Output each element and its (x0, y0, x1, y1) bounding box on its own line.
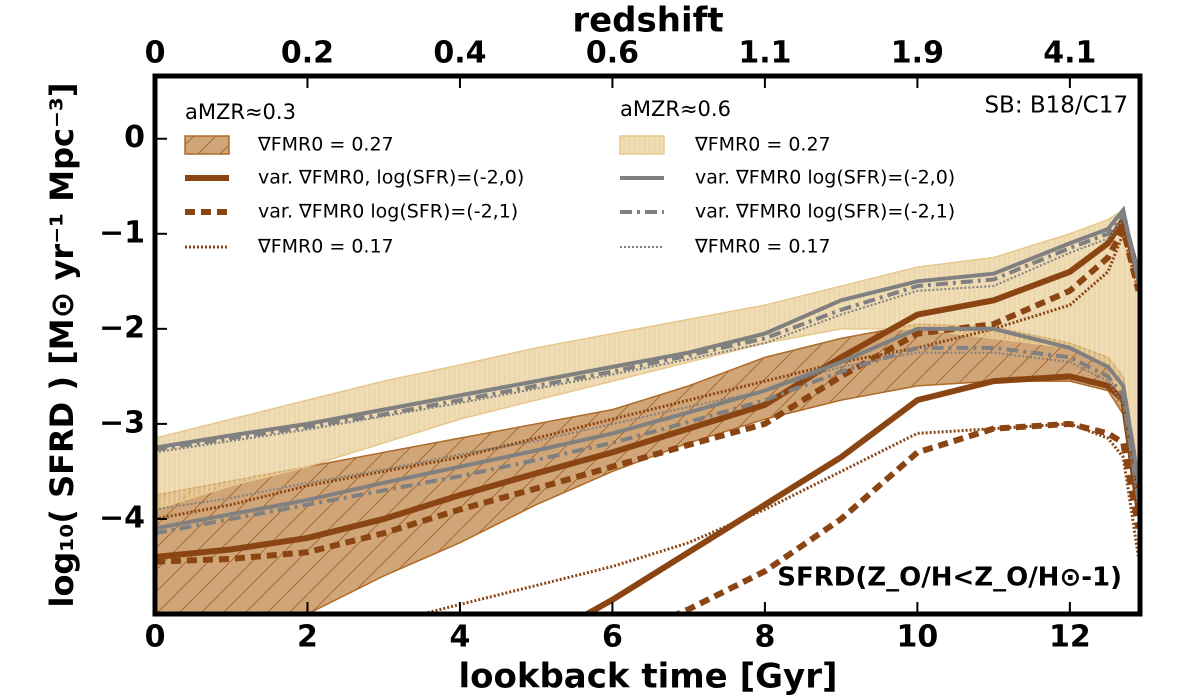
plot-frame (152, 73, 1143, 617)
legend-swatch (184, 135, 230, 155)
line (155, 212, 1140, 560)
x-tick-label: 6 (602, 620, 623, 655)
x-label: lookback time [Gyr] (458, 657, 837, 697)
x-tick-label: 2 (297, 620, 318, 655)
x-tick-label: 12 (1049, 620, 1091, 655)
y-label: log₁₀( SFRD ) [M⊙ yr⁻¹ Mpc⁻³] (43, 82, 81, 607)
legend-label: var. ∇FMR0 log(SFR)=(-2,0) (695, 167, 955, 189)
legend-title: aMZR≈0.6 (620, 97, 731, 121)
line (155, 220, 1140, 565)
x2-tick-label: 0.6 (586, 36, 639, 71)
x2-tick-label: 0.2 (281, 36, 334, 71)
plot-area (155, 205, 1140, 614)
line (155, 229, 1140, 521)
x-tick-label: 0 (145, 620, 166, 655)
y-tick-label: −3 (99, 405, 145, 440)
x-tick-label: 8 (754, 620, 775, 655)
legend-label: ∇FMR0 = 0.17 (257, 236, 394, 258)
y-tick-label: −2 (99, 310, 145, 345)
x2-tick-label: 0 (145, 36, 166, 71)
legend-swatch (619, 135, 665, 155)
x2-tick-label: 1.1 (738, 36, 791, 71)
x2-tick-label: 4.1 (1043, 36, 1096, 71)
line (155, 351, 1140, 511)
y-tick-label: −1 (99, 215, 145, 250)
legend-label: ∇FMR0 = 0.27 (694, 134, 831, 156)
legend-label: ∇FMR0 = 0.17 (694, 236, 831, 258)
legend-label: var. ∇FMR0 log(SFR)=(-2,1) (695, 201, 955, 223)
annotation: SB: B18/C17 (984, 93, 1128, 119)
line (155, 326, 1140, 531)
line (155, 205, 1140, 450)
y-tick-label: −4 (99, 500, 145, 535)
y-tick-label: 0 (124, 120, 145, 155)
x2-tick-label: 0.4 (433, 36, 486, 71)
legend-label: ∇FMR0 = 0.27 (257, 134, 394, 156)
legend-label: var. ∇FMR0, log(SFR)=(-2,0) (258, 167, 524, 189)
x2-label: redshift (572, 1, 723, 41)
line (155, 210, 1140, 452)
line (155, 345, 1140, 536)
line (155, 217, 1140, 454)
x2-tick-label: 1.9 (891, 36, 944, 71)
annotation: SFRD(Z_O/H<Z_O/H⊙-1) (777, 563, 1122, 593)
line (670, 420, 1140, 614)
legend-label: var. ∇FMR0 log(SFR)=(-2,1) (258, 201, 518, 223)
x-tick-label: 4 (450, 620, 471, 655)
x-tick-label: 10 (897, 620, 939, 655)
legend-title: aMZR≈0.3 (185, 100, 296, 124)
